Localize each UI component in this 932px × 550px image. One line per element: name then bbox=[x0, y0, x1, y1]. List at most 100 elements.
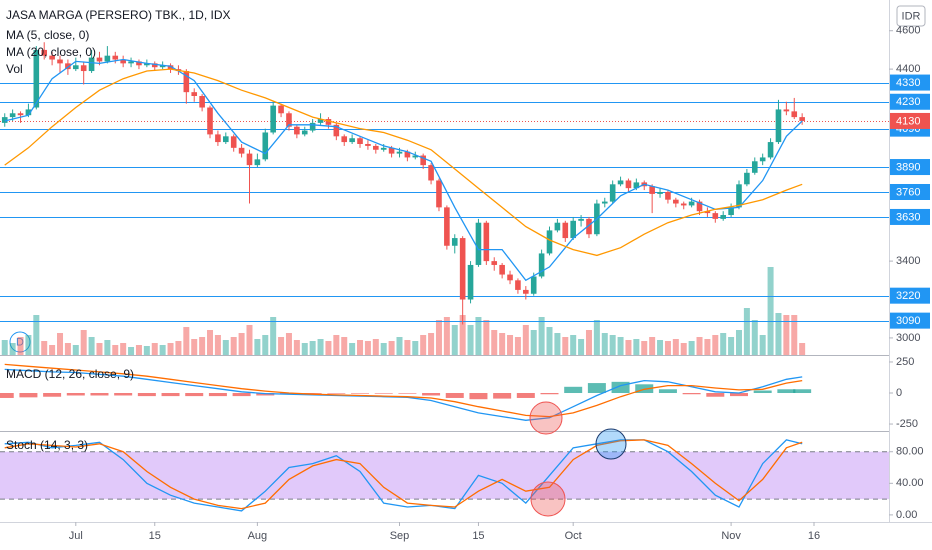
volume-bar bbox=[388, 341, 395, 355]
volume-bar bbox=[262, 335, 269, 355]
candle-body bbox=[301, 130, 308, 135]
histogram-bar bbox=[422, 393, 441, 396]
candle-body bbox=[357, 138, 363, 144]
candle-body bbox=[388, 147, 395, 154]
volume-bar bbox=[159, 345, 166, 355]
candle-body bbox=[333, 124, 340, 137]
volume-bar bbox=[759, 335, 766, 355]
candle-body bbox=[688, 201, 695, 206]
histogram-bar bbox=[19, 393, 38, 398]
volume-bar bbox=[238, 333, 245, 355]
candle-body bbox=[546, 230, 553, 254]
y-tick-label: 0.00 bbox=[896, 509, 917, 521]
volume-bar bbox=[183, 327, 190, 355]
candle-body bbox=[444, 207, 450, 246]
histogram-bar bbox=[682, 393, 701, 395]
volume-bar bbox=[120, 343, 127, 355]
volume-bar bbox=[64, 343, 71, 355]
volume-bar bbox=[491, 330, 498, 355]
candle-body bbox=[665, 191, 671, 200]
volume-bar bbox=[554, 333, 561, 355]
volume-bar bbox=[688, 341, 695, 355]
candle-body bbox=[649, 186, 655, 194]
histogram-bar bbox=[43, 393, 62, 397]
level-label-box bbox=[890, 287, 930, 304]
volume-bar bbox=[664, 341, 671, 355]
volume-bar bbox=[128, 347, 135, 355]
volume-bar bbox=[96, 343, 103, 355]
candle-body bbox=[467, 264, 474, 300]
candle-body bbox=[791, 111, 798, 118]
volume-bar bbox=[641, 341, 648, 355]
volume-bar bbox=[483, 320, 490, 355]
volume-bar bbox=[609, 335, 616, 355]
volume-bar bbox=[207, 330, 214, 355]
histogram-bar bbox=[729, 393, 748, 397]
candle-body bbox=[207, 107, 213, 135]
candle-body bbox=[151, 63, 158, 68]
histogram-bar bbox=[658, 389, 677, 394]
candle-body bbox=[72, 65, 79, 70]
volume-bar bbox=[467, 325, 474, 355]
candle-body bbox=[9, 113, 16, 118]
candle-body bbox=[751, 161, 758, 173]
candle-body bbox=[349, 138, 355, 143]
volume-bar bbox=[214, 335, 221, 355]
candle-body bbox=[65, 63, 71, 70]
volume-bar bbox=[25, 335, 32, 355]
volume-bar bbox=[625, 340, 632, 355]
histogram-bar bbox=[398, 393, 417, 394]
candle-body bbox=[483, 222, 490, 262]
volume-bar bbox=[246, 325, 253, 355]
volume-bar bbox=[222, 340, 229, 355]
volume-bar bbox=[743, 308, 750, 355]
candle-body bbox=[775, 109, 782, 143]
volume-bar bbox=[72, 345, 79, 355]
volume-bar bbox=[459, 315, 466, 355]
histogram-bar bbox=[66, 393, 85, 396]
candle-body bbox=[120, 59, 126, 64]
volume-bar bbox=[585, 330, 592, 355]
level-label-box bbox=[890, 208, 930, 225]
volume-bar bbox=[404, 340, 411, 355]
candle-body bbox=[657, 191, 663, 194]
volume-bar bbox=[751, 320, 758, 355]
candle-body bbox=[159, 65, 166, 68]
level-label: 3220 bbox=[896, 290, 920, 302]
y-tick-label: 40.00 bbox=[896, 477, 924, 489]
legend-entry: MA (5, close, 0) bbox=[6, 28, 89, 42]
level-label-box bbox=[890, 312, 930, 329]
currency-box[interactable] bbox=[896, 5, 926, 27]
candle-body bbox=[88, 57, 95, 72]
x-tick-label: 15 bbox=[149, 530, 161, 542]
volume-bar bbox=[293, 340, 300, 355]
candle-body bbox=[412, 155, 419, 158]
ma-line bbox=[4, 58, 803, 282]
candle-body bbox=[609, 184, 616, 202]
volume-bar bbox=[278, 337, 285, 355]
volume-bar bbox=[285, 333, 292, 355]
candle-body bbox=[41, 49, 48, 56]
candle-body bbox=[428, 165, 434, 181]
volume-bar bbox=[199, 337, 206, 355]
volume-bar bbox=[151, 343, 158, 355]
volume-bar bbox=[191, 339, 198, 355]
k-line bbox=[4, 439, 803, 512]
volume-bar bbox=[633, 339, 640, 355]
candle-body bbox=[617, 180, 624, 185]
volume-bar bbox=[735, 330, 742, 355]
volume-bar bbox=[428, 333, 435, 355]
candle-body bbox=[515, 280, 521, 290]
candle-body bbox=[420, 155, 426, 166]
volume-bar bbox=[649, 337, 656, 355]
candle-body bbox=[33, 49, 40, 108]
candle-body bbox=[625, 180, 632, 189]
candle-body bbox=[317, 119, 324, 123]
volume-bar bbox=[135, 345, 142, 355]
y-tick-label: -250 bbox=[896, 418, 918, 430]
volume-bar bbox=[728, 337, 735, 355]
candle-body bbox=[238, 147, 245, 154]
candle-body bbox=[128, 61, 134, 64]
